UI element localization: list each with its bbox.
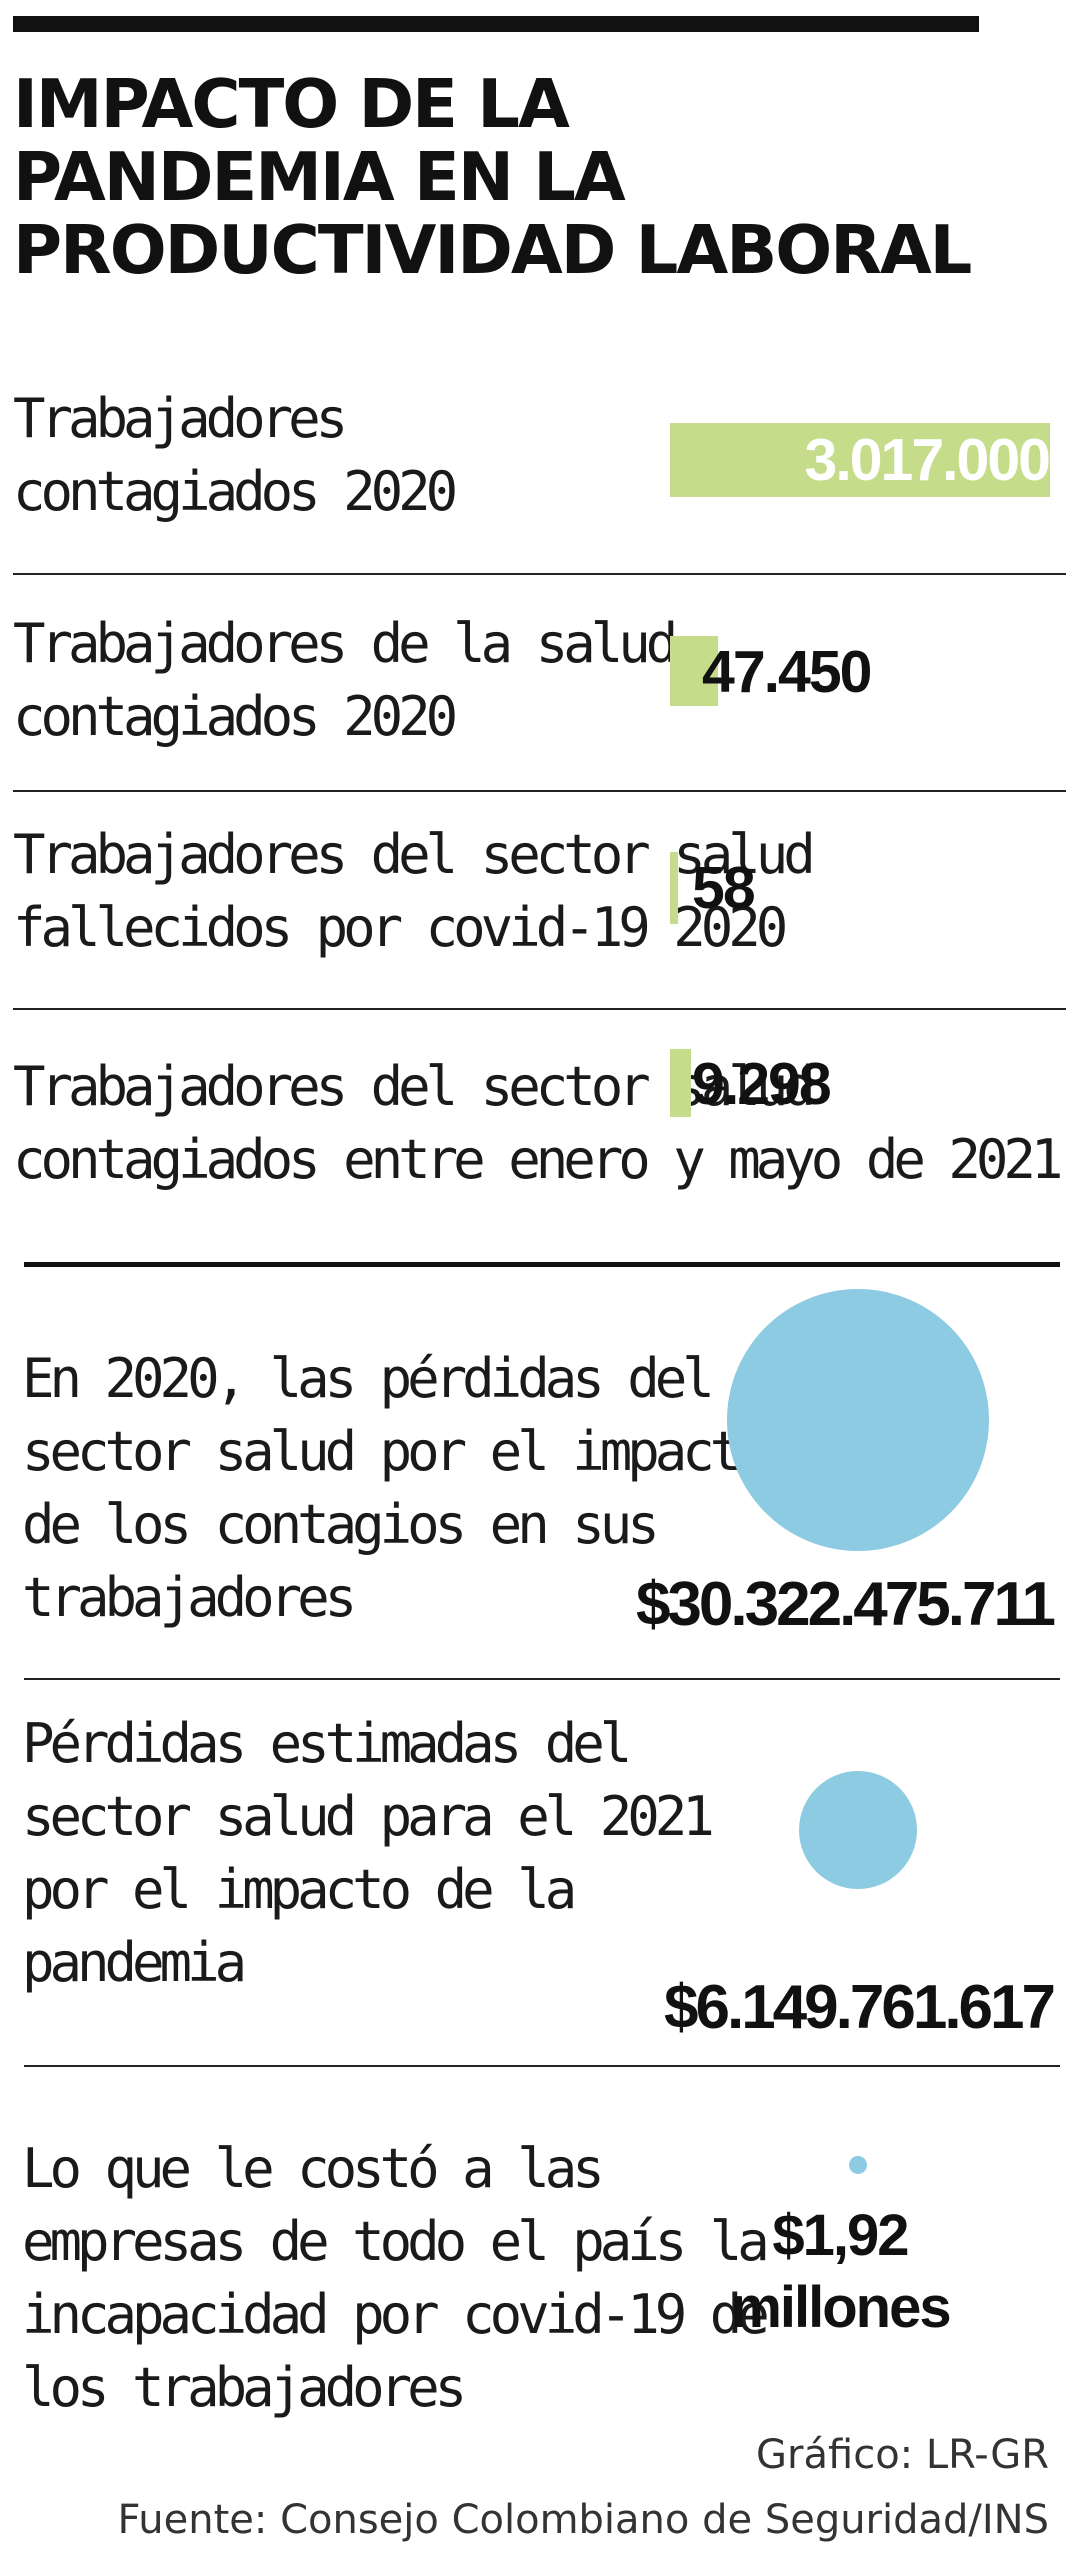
bar-value-salud-fallecidos: 58 — [692, 855, 756, 921]
bar-salud-fallecidos — [670, 852, 678, 924]
chart-credit: Gráfico: LR-GR — [756, 2432, 1049, 2478]
title-line: PANDEMIA EN LA — [13, 138, 626, 216]
bubble-label-perdidas-2020: En 2020, las pérdidas del sector salud p… — [22, 1347, 770, 1629]
bar-salud-contagiados — [670, 636, 718, 706]
bar-trabajadores-contagiados — [670, 423, 1050, 497]
bar-value-salud-contagiados-2021: 9.298 — [692, 1051, 832, 1117]
divider — [24, 2065, 1060, 2067]
bubble-label-perdidas-2021: Pérdidas estimadas del sector salud para… — [22, 1712, 715, 1994]
divider — [13, 573, 1066, 575]
divider — [13, 1008, 1066, 1010]
bar-value-salud-contagiados: 47.450 — [702, 639, 872, 705]
bar-salud-contagiados-2021 — [670, 1049, 691, 1117]
top-rule — [13, 16, 979, 32]
bubble-label-incapacidad: Lo que le costó a las empresas de todo e… — [22, 2137, 770, 2419]
bubble-incapacidad — [849, 2156, 867, 2174]
bar-label-trabajadores-contagiados: Trabajadores contagiados 2020 — [13, 387, 458, 523]
bar-value-trabajadores-contagiados: 3.017.000 — [804, 427, 1051, 493]
chart-source: Fuente: Consejo Colombiano de Seguridad/… — [117, 2497, 1049, 2543]
bubble-value-incapacidad: $1,92 millones — [730, 2203, 951, 2340]
bubble-value-perdidas-2020: $30.322.475.711 — [635, 1570, 1056, 1639]
bubble-perdidas-2020 — [727, 1289, 989, 1551]
section-divider — [24, 1262, 1060, 1267]
chart-title: IMPACTO DE LA PANDEMIA EN LA PRODUCTIVID… — [13, 68, 1053, 287]
bar-label-salud-fallecidos: Trabajadores del sector salud fallecidos… — [13, 823, 816, 959]
divider — [24, 1678, 1060, 1680]
title-line: IMPACTO DE LA — [13, 65, 570, 143]
bubble-perdidas-2021 — [799, 1771, 917, 1889]
bar-label-salud-contagiados-2021: Trabajadores del sector salud contagiado… — [13, 1055, 1063, 1191]
title-line: PRODUCTIVIDAD LABORAL — [13, 211, 972, 289]
bubble-value-perdidas-2021: $6.149.761.617 — [664, 1973, 1056, 2042]
divider — [13, 790, 1066, 792]
bar-label-salud-contagiados: Trabajadores de la salud contagiados 202… — [13, 612, 678, 748]
